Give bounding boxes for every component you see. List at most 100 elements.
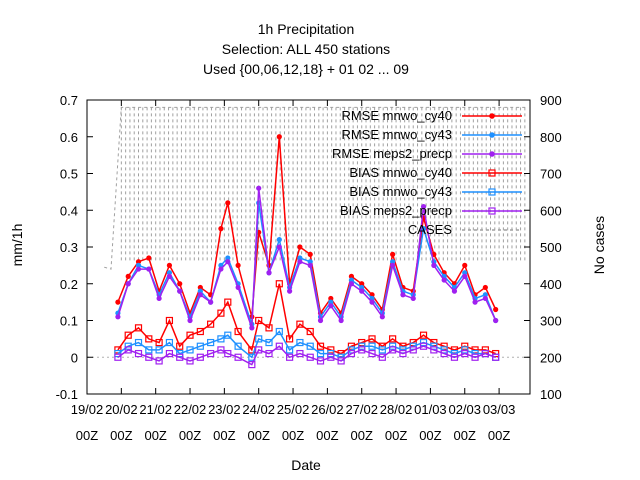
- series-line: [117, 283, 496, 355]
- x-tick-date: 01/03: [414, 402, 447, 417]
- series-point: [419, 331, 428, 339]
- legend-label: RMSE meps2_precp: [332, 146, 452, 161]
- series-point: [410, 295, 416, 302]
- y-tick-label: 0.1: [60, 314, 78, 329]
- legend-marker: [489, 113, 495, 119]
- series-point: [451, 288, 458, 294]
- series-point: [165, 338, 174, 347]
- series-line: [117, 330, 496, 359]
- series-point: [296, 338, 304, 347]
- series-point: [368, 342, 376, 350]
- series-point: [155, 338, 163, 347]
- y2-tick-label: 600: [540, 203, 562, 218]
- y-tick-label: -0.1: [56, 387, 78, 402]
- series-point: [450, 353, 459, 361]
- series-point: [124, 331, 132, 339]
- x-axis-label: Date: [291, 457, 321, 473]
- series-point: [234, 353, 242, 361]
- series-point: [358, 346, 366, 354]
- series-point: [472, 299, 478, 305]
- series-point: [186, 357, 194, 365]
- series-point: [248, 361, 256, 369]
- series-point: [217, 335, 225, 343]
- series-point: [217, 346, 225, 354]
- series-line: [117, 136, 497, 317]
- x-tick-date: 02/03: [448, 402, 481, 417]
- series-point: [337, 357, 345, 365]
- series-point: [276, 134, 282, 140]
- series-point: [224, 298, 232, 306]
- series-point: [368, 335, 376, 343]
- x-tick-hour: 00Z: [419, 428, 441, 443]
- series-point: [419, 342, 428, 350]
- series-point: [135, 266, 142, 272]
- x-tick-date: 20/02: [105, 402, 138, 417]
- series-point: [369, 299, 375, 305]
- series-point: [482, 284, 488, 291]
- series-point: [276, 237, 282, 243]
- legend: RMSE mnwo_cy40 RMSE mnwo_cy43 RMSE meps2_p…: [332, 108, 522, 237]
- series-point: [348, 281, 355, 287]
- series-point: [359, 288, 365, 294]
- series-point: [286, 346, 294, 354]
- series-point: [155, 346, 163, 354]
- series-point: [235, 284, 241, 291]
- legend-marker: [488, 169, 496, 177]
- series-point: [218, 266, 224, 272]
- series-point: [297, 255, 303, 261]
- y-tick-label: 0.2: [60, 277, 78, 292]
- series-point: [224, 349, 232, 358]
- series-point: [461, 349, 469, 358]
- series-point: [347, 349, 356, 358]
- series-point: [115, 314, 121, 320]
- legend-label: BIAS mnwo_cy40: [349, 165, 452, 180]
- y2-tick-label: 500: [540, 240, 562, 255]
- x-tick-hour: 00Z: [179, 428, 201, 443]
- x-tick-date: 22/02: [174, 402, 207, 417]
- series-point: [225, 200, 231, 206]
- x-tick-hour: 00Z: [110, 428, 132, 443]
- series-point: [492, 353, 500, 361]
- series-point: [165, 349, 174, 358]
- y2-axis-label: No cases: [591, 216, 607, 274]
- axes: -0.1 0 0.1 0.2 0.3 0.4 0.5 0.6 0.7 100 200 300 400 50…: [56, 93, 562, 443]
- legend-label: RMSE mnwo_cy40: [341, 108, 452, 123]
- data-series: [114, 134, 500, 369]
- series-point: [378, 353, 386, 361]
- series-point: [462, 270, 468, 276]
- series-point: [286, 335, 294, 343]
- series-point: [471, 353, 479, 361]
- series-point: [286, 353, 294, 361]
- series-point: [306, 327, 314, 336]
- series-point: [235, 262, 241, 268]
- series-point: [145, 353, 153, 361]
- series-point: [481, 349, 489, 358]
- series-point: [266, 270, 272, 276]
- series-point: [218, 226, 224, 232]
- series-point: [134, 338, 143, 347]
- legend-marker: [489, 132, 495, 138]
- x-tick-date: 27/02: [345, 402, 378, 417]
- y2-tick-label: 400: [540, 277, 562, 292]
- series-point: [197, 292, 203, 298]
- series-point: [275, 342, 283, 350]
- series-point: [316, 357, 325, 365]
- legend-label: CASES: [408, 222, 452, 237]
- y2-tick-label: 700: [540, 167, 562, 182]
- series-point: [317, 317, 324, 324]
- series-point: [256, 185, 262, 191]
- series-point: [399, 349, 407, 358]
- series-point: [134, 349, 143, 358]
- series-point: [176, 342, 184, 350]
- series-point: [368, 349, 376, 358]
- x-tick-hour: 00Z: [454, 428, 476, 443]
- series-point: [265, 324, 273, 332]
- legend-marker: [488, 188, 496, 196]
- series-point: [359, 281, 365, 287]
- series-point: [296, 349, 304, 358]
- series-point: [249, 325, 255, 331]
- x-tick-date: 21/02: [139, 402, 172, 417]
- series-point: [114, 353, 122, 361]
- series-point: [276, 244, 282, 250]
